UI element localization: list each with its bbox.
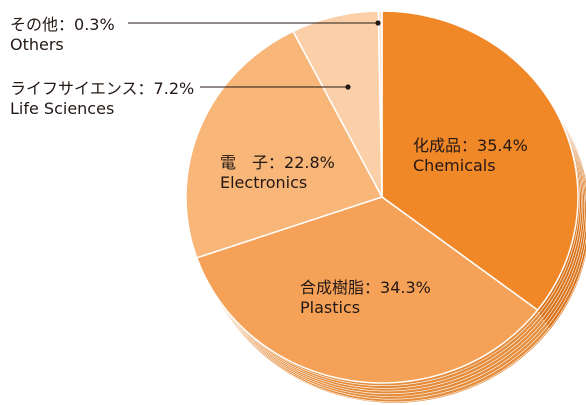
slice-label-others: その他：0.3% Others <box>10 15 115 54</box>
slice-value: 34.3% <box>380 278 431 297</box>
slice-chemicals <box>381 10 579 311</box>
pie-slices <box>185 10 579 384</box>
slice-name-jp: その他 <box>10 15 59 34</box>
slice-value: 0.3% <box>74 15 115 34</box>
slice-name-en: Life Sciences <box>10 99 115 118</box>
slice-name-en: Others <box>10 35 64 54</box>
slice-name-en: Electronics <box>220 173 308 192</box>
slice-name-jp: ライフサイエンス <box>10 79 138 98</box>
slice-name-jp: 化成品 <box>413 136 462 155</box>
slice-name-en: Plastics <box>300 298 361 317</box>
slice-name-jp: 電 子 <box>220 153 269 172</box>
slice-name-jp: 合成樹脂 <box>300 278 365 297</box>
slice-plastics <box>196 196 539 384</box>
leader-dot-life-sciences <box>345 84 351 90</box>
slice-name-en: Chemicals <box>413 156 496 175</box>
slice-label-chemicals: 化成品：35.4% Chemicals <box>413 136 528 175</box>
slice-label-electronics: 電 子：22.8% Electronics <box>220 153 335 192</box>
slice-label-plastics: 合成樹脂：34.3% Plastics <box>300 278 431 317</box>
slice-others <box>377 10 383 198</box>
slice-value: 35.4% <box>477 136 528 155</box>
slice-label-life-sciences: ライフサイエンス：7.2% Life Sciences <box>10 79 195 118</box>
slice-value: 7.2% <box>153 79 195 98</box>
slice-value: 22.8% <box>284 153 335 172</box>
leader-lines <box>128 20 381 90</box>
leader-dot-others <box>375 20 381 26</box>
slice-electronics <box>185 30 383 259</box>
